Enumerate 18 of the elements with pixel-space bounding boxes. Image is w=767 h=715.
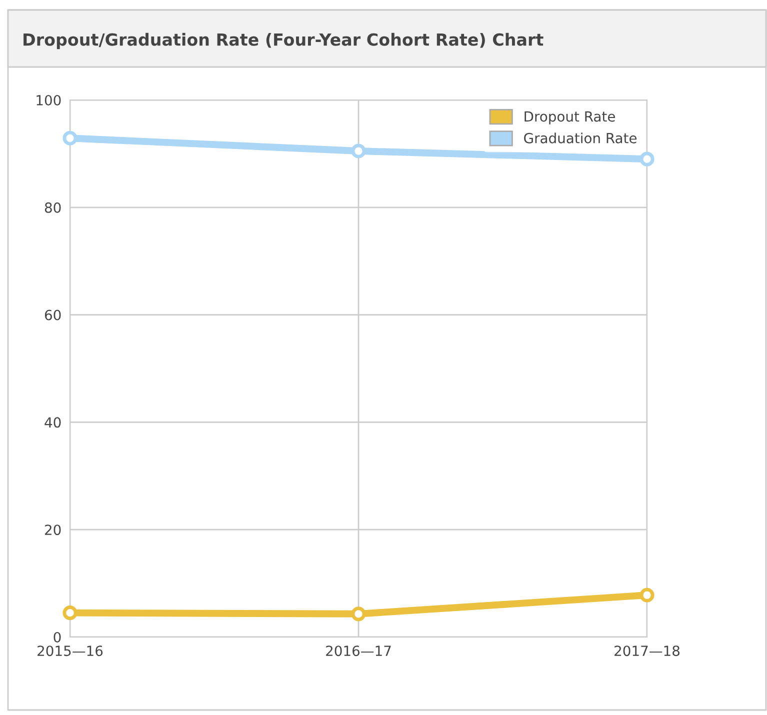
- x-tick-label: 2015—16: [38, 646, 103, 656]
- point: [640, 152, 654, 166]
- point: [62, 606, 78, 620]
- y-tick-label: 60: [44, 310, 61, 320]
- y-tick-label: 0: [54, 632, 61, 642]
- point: [351, 144, 366, 158]
- y-tick-label: 20: [45, 524, 61, 536]
- y-tick-label: 100: [36, 94, 61, 106]
- legend-label: Graduation Rate: [524, 132, 637, 144]
- chart-title: Dropout/Graduation Rate (Four-Year Cohort Rate) Chart: [24, 32, 544, 50]
- y-tick-label: 80: [44, 202, 61, 213]
- legend-label: Dropout Rate: [524, 111, 615, 124]
- point: [351, 606, 366, 622]
- x-tick-label: 2017—18: [614, 646, 680, 656]
- y-tick-label: 40: [44, 417, 61, 428]
- x-tick-label: 2016—17: [326, 646, 391, 656]
- point: [62, 130, 78, 146]
- point: [640, 588, 654, 602]
